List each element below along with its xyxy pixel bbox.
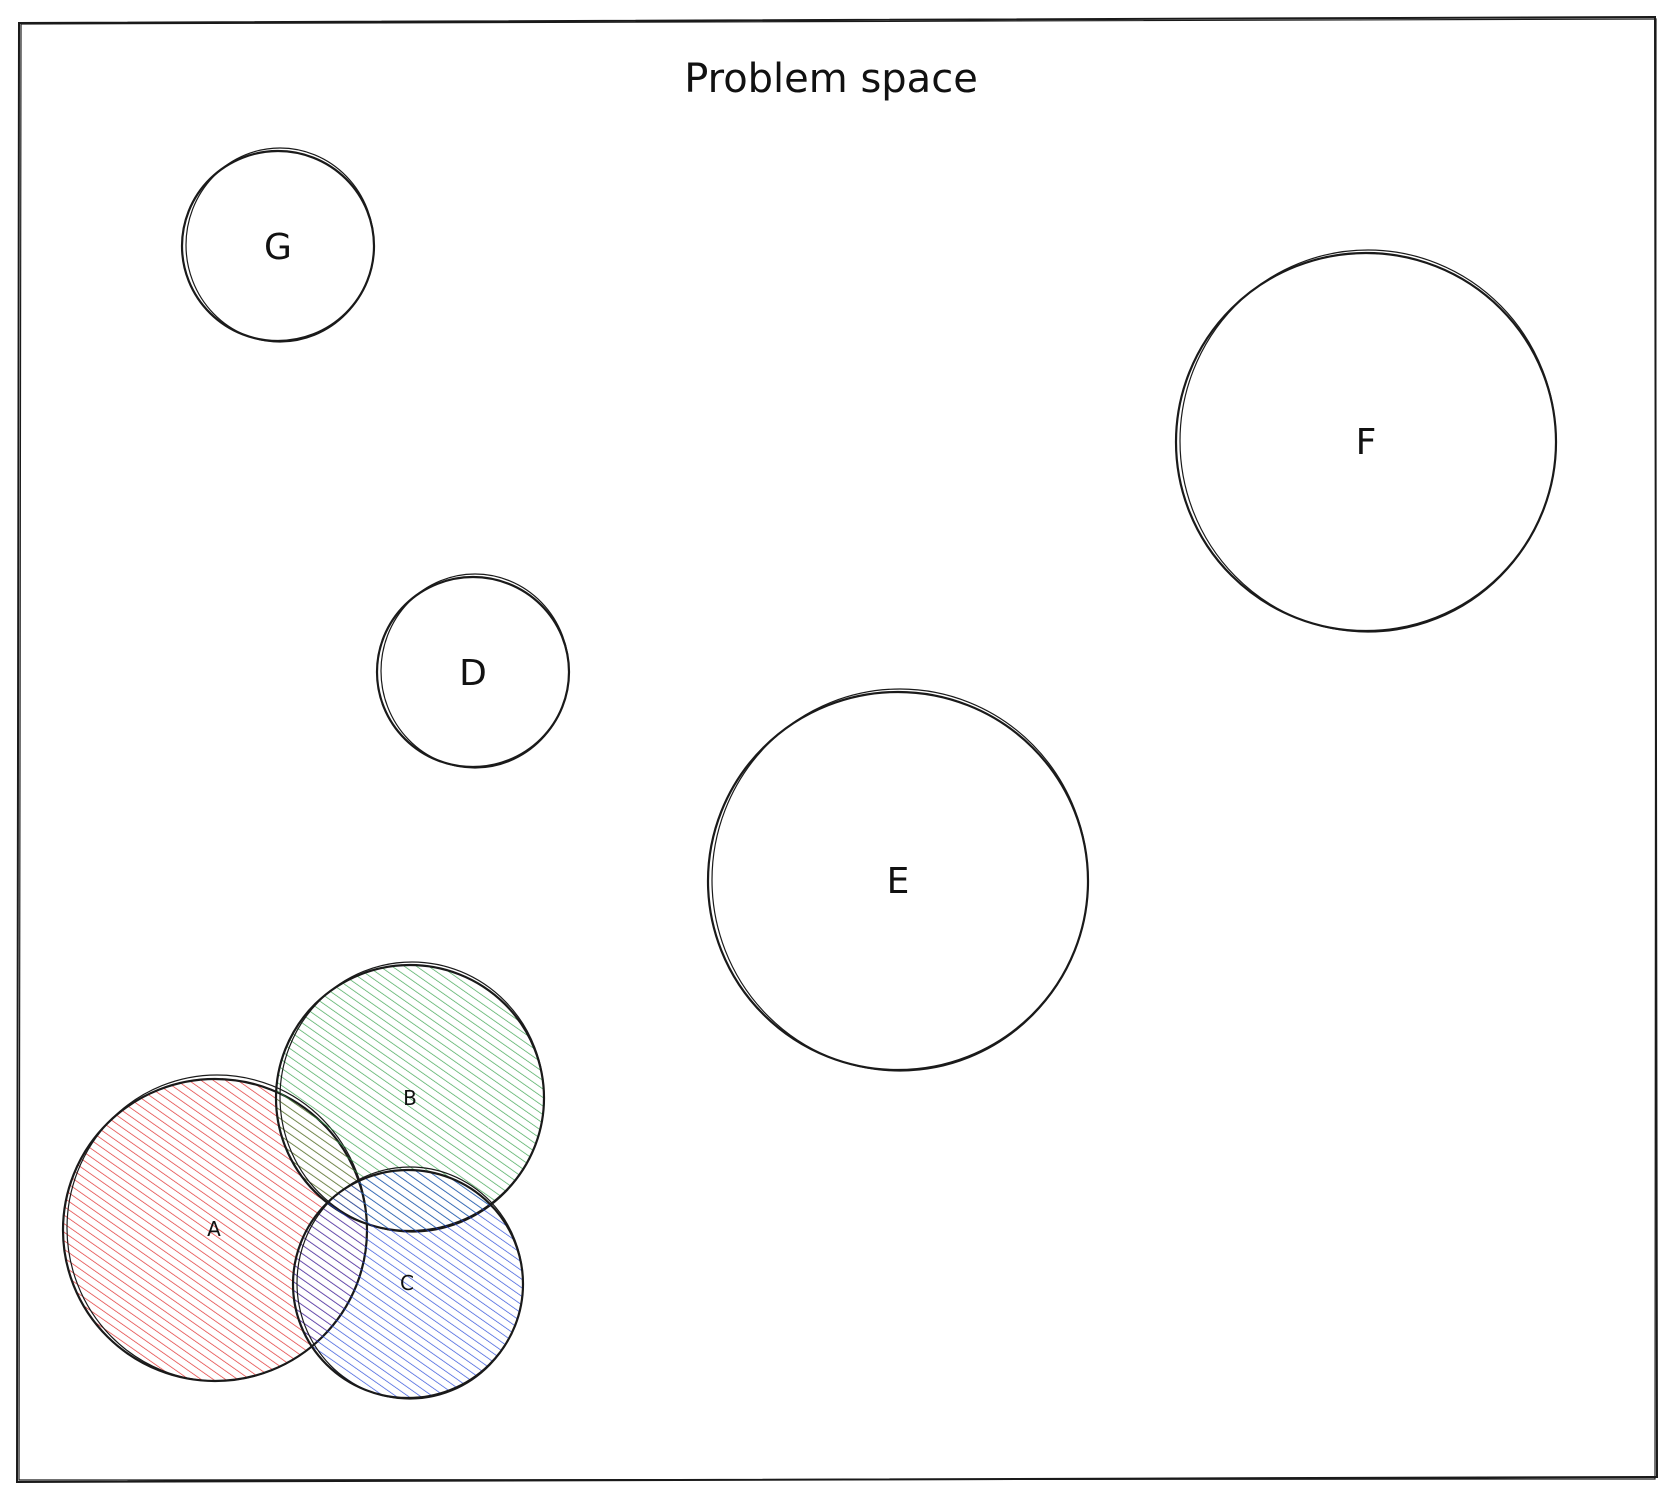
circle-d-label: D (459, 653, 487, 694)
circle-c-label: C (400, 1271, 414, 1295)
circle-f-label: F (1356, 422, 1377, 463)
circle-e-label: E (887, 861, 910, 902)
circle-f-outline-sketch (1179, 249, 1557, 633)
circle-g[interactable]: G (180, 147, 376, 343)
circle-e-outline-sketch (711, 688, 1089, 1072)
circle-c-outline-sketch (296, 1166, 524, 1400)
circle-e[interactable]: E (706, 688, 1090, 1072)
circle-d-outline-sketch (380, 573, 570, 769)
circle-g-label: G (264, 227, 292, 268)
circle-c-shape (293, 1169, 523, 1399)
circle-a-label: A (207, 1217, 221, 1241)
circle-f[interactable]: F (1174, 249, 1558, 633)
circle-b-shape (276, 964, 544, 1232)
problem-space-frame (15, 15, 1659, 1484)
circle-d[interactable]: D (375, 573, 571, 769)
diagram-title: Problem space (684, 56, 978, 102)
circle-c[interactable]: C (291, 1166, 525, 1400)
circle-g-outline-sketch (185, 147, 375, 343)
circle-b[interactable]: B (274, 961, 546, 1233)
circle-b-label: B (403, 1086, 417, 1110)
